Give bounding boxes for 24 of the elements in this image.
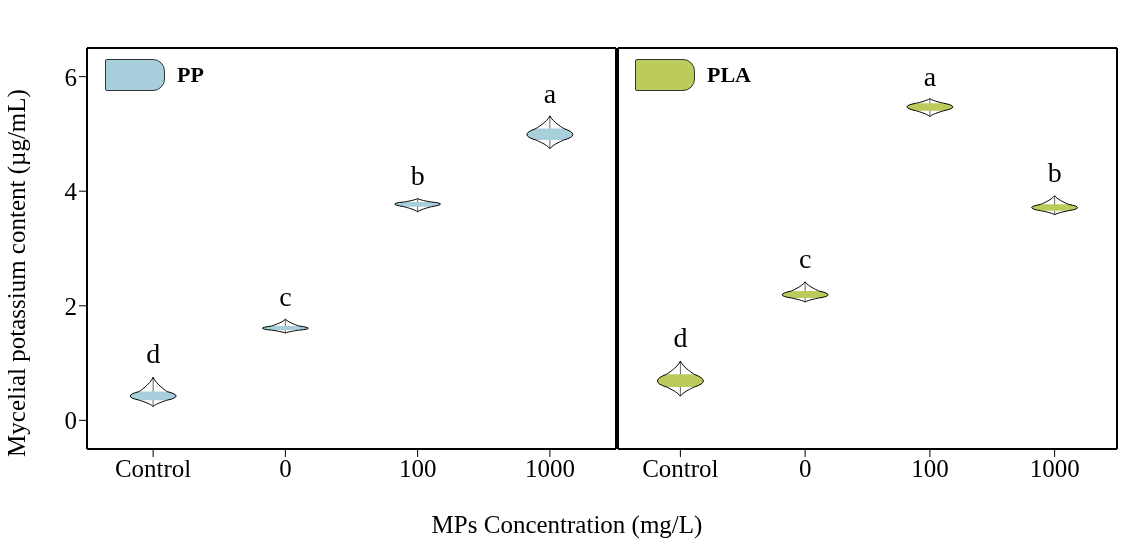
annotation: a xyxy=(543,77,557,109)
x-tick-label: Control xyxy=(114,454,192,482)
x-axis-title: MPs Concentration (mg/L) xyxy=(430,511,704,539)
annotation: c xyxy=(798,243,812,275)
legend-label: PP xyxy=(177,62,204,88)
x-tick-label: 0 xyxy=(798,454,812,482)
x-tick-label: 100 xyxy=(398,454,437,482)
annotation: d xyxy=(673,322,688,354)
annotation: b xyxy=(1047,157,1062,189)
annotation: b xyxy=(410,160,425,192)
annotation: c xyxy=(279,280,292,312)
y-tick-label: 2 xyxy=(64,292,77,320)
y-tick-label: 6 xyxy=(64,63,77,91)
annotation: a xyxy=(923,60,937,92)
x-tick-label: 1000 xyxy=(524,454,575,482)
x-tick-label: 100 xyxy=(911,454,949,482)
x-tick-label: Control xyxy=(642,454,719,482)
y-tick-label: 0 xyxy=(64,407,77,435)
y-axis-title: Mycelial potassium content (µg/mL) xyxy=(3,89,31,457)
annotation: d xyxy=(146,338,161,370)
x-tick-label: 0 xyxy=(279,454,292,482)
y-tick-label: 4 xyxy=(64,178,78,206)
legend-label: PLA xyxy=(707,62,751,88)
x-tick-label: 1000 xyxy=(1029,454,1080,482)
